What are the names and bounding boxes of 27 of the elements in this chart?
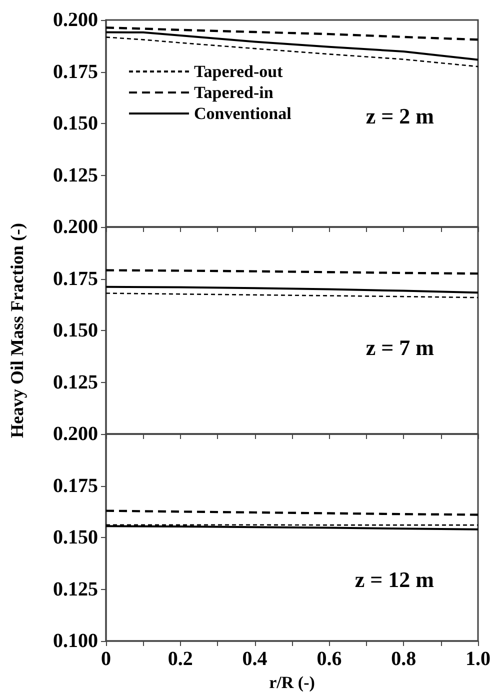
y-axis-title: Heavy Oil Mass Fraction (-) — [7, 223, 27, 438]
x-tick-label: 1.0 — [466, 648, 490, 670]
y-tick-label: 0.200 — [53, 216, 98, 238]
y-tick-label: 0.100 — [53, 630, 98, 652]
x-tick-label: 0.6 — [316, 648, 342, 670]
y-tick-label: 0.150 — [53, 320, 98, 342]
annotation: z = 7 m — [366, 335, 434, 360]
x-tick-label: 0.8 — [391, 648, 416, 670]
legend-label: Conventional — [194, 104, 292, 123]
y-tick-label: 0.125 — [53, 371, 98, 394]
y-tick-label: 0.150 — [53, 112, 98, 134]
legend-label: Tapered-out — [194, 62, 284, 81]
y-tick-label: 0.150 — [53, 526, 98, 548]
y-tick-label: 0.175 — [53, 474, 98, 497]
annotation: z = 12 m — [354, 567, 434, 592]
y-tick-label: 0.175 — [53, 268, 98, 290]
x-tick-label: 0 — [101, 648, 111, 670]
x-tick-label: 0.4 — [242, 648, 268, 670]
y-tick-label: 0.175 — [53, 60, 98, 83]
x-tick-label: 0.2 — [168, 648, 193, 670]
annotation: z = 2 m — [366, 103, 434, 128]
y-tick-label: 0.125 — [53, 164, 98, 186]
y-tick-label: 0.200 — [53, 9, 98, 31]
x-axis-title: r/R (-) — [269, 672, 315, 692]
y-tick-label: 0.125 — [53, 578, 98, 600]
y-tick-label: 0.200 — [53, 423, 98, 445]
legend-label: Tapered-in — [194, 83, 274, 102]
